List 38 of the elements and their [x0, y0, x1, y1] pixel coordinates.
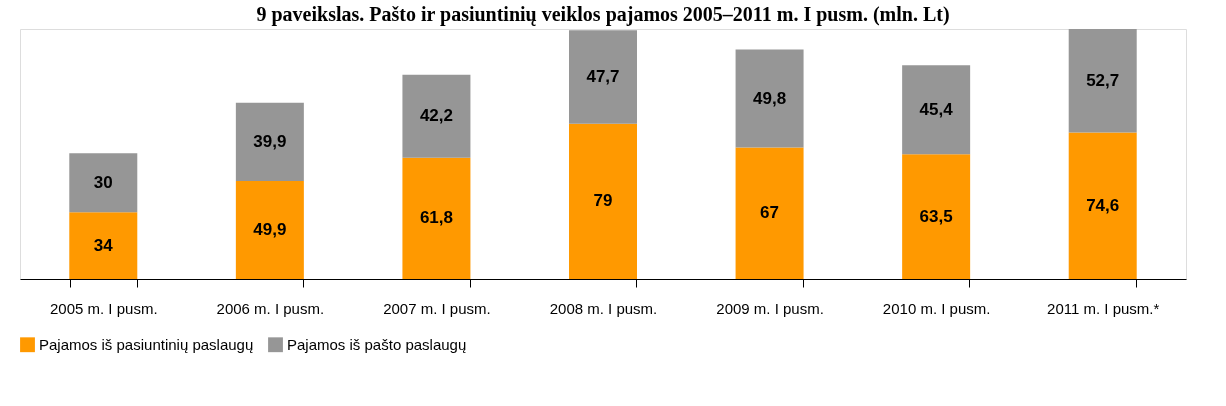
data-label: 52,7: [1086, 70, 1120, 90]
data-label: 30: [93, 172, 113, 192]
bar: [1068, 132, 1137, 279]
x-tick-label: 2009 m. I pusm.: [716, 299, 824, 317]
bar: [735, 49, 804, 148]
bar: [69, 212, 138, 279]
bar: [902, 65, 971, 155]
chart-title: 9 paveikslas. Pašto ir pasiuntinių veiklos pajamos 2005–2011 m. I pusm. (mln. Lt): [256, 3, 950, 26]
bar: [235, 181, 304, 279]
bar: [402, 157, 471, 279]
bar: [1068, 29, 1137, 133]
data-label: 61,8: [419, 208, 453, 228]
data-label: 45,4: [919, 99, 954, 119]
legend-label: Pajamos iš pašto paslaugų: [287, 335, 467, 353]
bar: [69, 153, 138, 213]
x-tick-label: 2008 m. I pusm.: [549, 299, 658, 317]
x-tick-label: 2007 m. I pusm.: [383, 299, 491, 317]
x-tick-label: 2005 m. I pusm.: [50, 299, 158, 317]
legend-label: Pajamos iš pasiuntinių paslaugų: [39, 335, 254, 353]
x-tick-label: 2006 m. I pusm.: [216, 299, 325, 317]
x-tick-label: 2011 m. I pusm.*: [1047, 299, 1160, 317]
data-label: 34: [93, 235, 114, 255]
data-label: 79: [593, 191, 613, 211]
bar: [902, 154, 971, 279]
data-label: 74,6: [1086, 195, 1120, 215]
data-label: 67: [760, 203, 780, 223]
bar: [569, 30, 637, 124]
data-label: 49,9: [253, 220, 287, 239]
bar: [735, 147, 804, 279]
data-label: 49,8: [753, 88, 787, 108]
x-tick-label: 2010 m. I pusm.: [882, 299, 991, 317]
data-label: 47,7: [586, 67, 620, 87]
data-label: 42,2: [419, 106, 453, 126]
data-label: 63,5: [919, 206, 953, 226]
data-label: 39,9: [253, 131, 287, 151]
bar: [569, 123, 637, 279]
bar: [235, 102, 304, 181]
bar: [402, 74, 471, 158]
